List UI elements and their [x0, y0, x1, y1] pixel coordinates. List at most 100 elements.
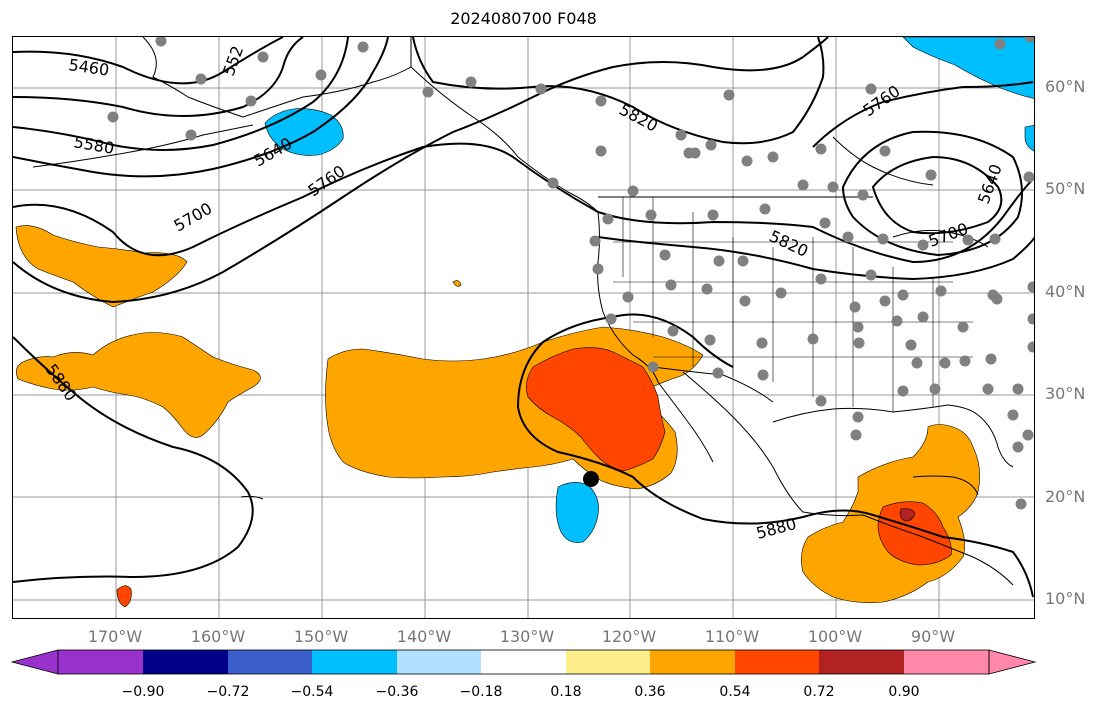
contour-5640-east — [871, 155, 1003, 235]
colorbar-segment — [819, 650, 904, 674]
lon-label-130w: 130°W — [499, 627, 555, 646]
anomaly-orange-westpac — [15, 225, 188, 308]
station-dot — [1012, 441, 1024, 453]
us-westcoast — [597, 211, 659, 383]
contour-label: 552 — [219, 43, 247, 78]
colorbar-tick: −0.18 — [459, 684, 503, 700]
station-dot — [737, 255, 749, 267]
station-dot — [1027, 313, 1034, 325]
station-dot — [195, 73, 207, 85]
colorbar-tick: 0.72 — [803, 684, 835, 700]
anomaly-red-eastpac — [526, 347, 666, 472]
station-dot — [605, 313, 617, 325]
anomaly-orange-speck — [452, 280, 462, 287]
station-dot — [705, 139, 717, 151]
center-marker — [583, 471, 599, 487]
contour-5640 — [13, 37, 389, 178]
colorbar-segment — [904, 650, 989, 674]
station-dot — [819, 217, 831, 229]
lon-label-100w: 100°W — [807, 627, 863, 646]
contour-5880-north — [612, 313, 734, 368]
station-dot — [257, 51, 269, 63]
anomaly-blue-subtropic — [555, 482, 599, 543]
colorbar-tick: −0.54 — [290, 684, 334, 700]
station-dot — [689, 147, 701, 159]
station-dot — [989, 233, 1001, 245]
lat-label-60n: 60°N — [1045, 77, 1086, 96]
contour-5880 — [13, 336, 254, 583]
station-dot — [849, 301, 861, 313]
colorbar-tick: −0.36 — [375, 684, 419, 700]
station-dot — [852, 411, 864, 423]
station-dot — [994, 38, 1006, 50]
lat-label-30n: 30°N — [1045, 384, 1086, 403]
station-dot — [665, 279, 677, 291]
station-dot — [917, 239, 929, 251]
station-dot — [675, 129, 687, 141]
lon-label-110w: 110°W — [704, 627, 760, 646]
lon-label-120w: 120°W — [601, 627, 657, 646]
station-dot — [757, 369, 769, 381]
station-dot — [982, 383, 994, 395]
station-dot — [667, 325, 679, 337]
colorbar — [10, 649, 1037, 675]
station-dot — [879, 145, 891, 157]
anomaly-blue-canada — [902, 37, 1034, 99]
station-dot — [897, 385, 909, 397]
station-dot — [1012, 383, 1024, 395]
colorbar-segment — [143, 650, 228, 674]
contour-5460 — [13, 37, 284, 85]
station-dot — [962, 234, 974, 246]
station-dot — [1007, 409, 1019, 421]
station-dot — [1022, 429, 1034, 441]
contour-5820b — [597, 236, 1034, 281]
baja-coast — [657, 381, 714, 463]
station-dot — [155, 37, 167, 47]
station-dot — [842, 231, 854, 243]
station-dot — [465, 76, 477, 88]
station-dot — [897, 289, 909, 301]
contour-label: 5700 — [171, 199, 216, 236]
station-dot — [891, 315, 903, 327]
contour-5880-east — [516, 316, 1034, 598]
station-dot — [929, 383, 941, 395]
station-dot — [759, 203, 771, 215]
station-dot — [627, 185, 639, 197]
lon-label-160w: 160°W — [190, 627, 246, 646]
station-dot — [595, 95, 607, 107]
station-dot — [107, 111, 119, 123]
station-dot — [704, 334, 716, 346]
station-dot — [589, 235, 601, 247]
map-panel[interactable]: 5460 552 5580 5640 5760 5700 5820 5760 5… — [12, 36, 1035, 619]
lon-label-90w: 90°W — [910, 627, 956, 646]
station-dot — [959, 355, 971, 367]
florida-coast — [977, 414, 1014, 468]
station-dot — [1027, 281, 1034, 293]
station-dot — [827, 181, 839, 193]
station-dot — [815, 143, 827, 155]
station-dot — [547, 177, 559, 189]
station-dot — [707, 209, 719, 221]
station-dot — [925, 169, 937, 181]
colorbar-segment — [228, 650, 312, 674]
anomaly-orange-hawaii — [16, 332, 261, 438]
colorbar-extend-high — [988, 649, 1037, 675]
station-dot — [315, 69, 327, 81]
colorbar-segment — [566, 650, 650, 674]
station-dot — [712, 367, 724, 379]
station-dot — [185, 129, 197, 141]
colorbar-tick: 0.18 — [550, 684, 582, 700]
station-dot — [857, 189, 869, 201]
station-dot — [815, 395, 827, 407]
colorbar-outline — [57, 649, 990, 675]
contour-5580 — [13, 37, 349, 151]
bc-coast — [410, 66, 599, 213]
contour-label: 5700 — [926, 219, 971, 251]
station-dot — [422, 86, 434, 98]
station-dot — [807, 333, 819, 345]
station-dot — [879, 295, 891, 307]
lon-label-140w: 140°W — [396, 627, 452, 646]
station-dot — [1027, 341, 1034, 353]
station-dot — [622, 291, 634, 303]
colorbar-tick: −0.90 — [121, 684, 165, 700]
